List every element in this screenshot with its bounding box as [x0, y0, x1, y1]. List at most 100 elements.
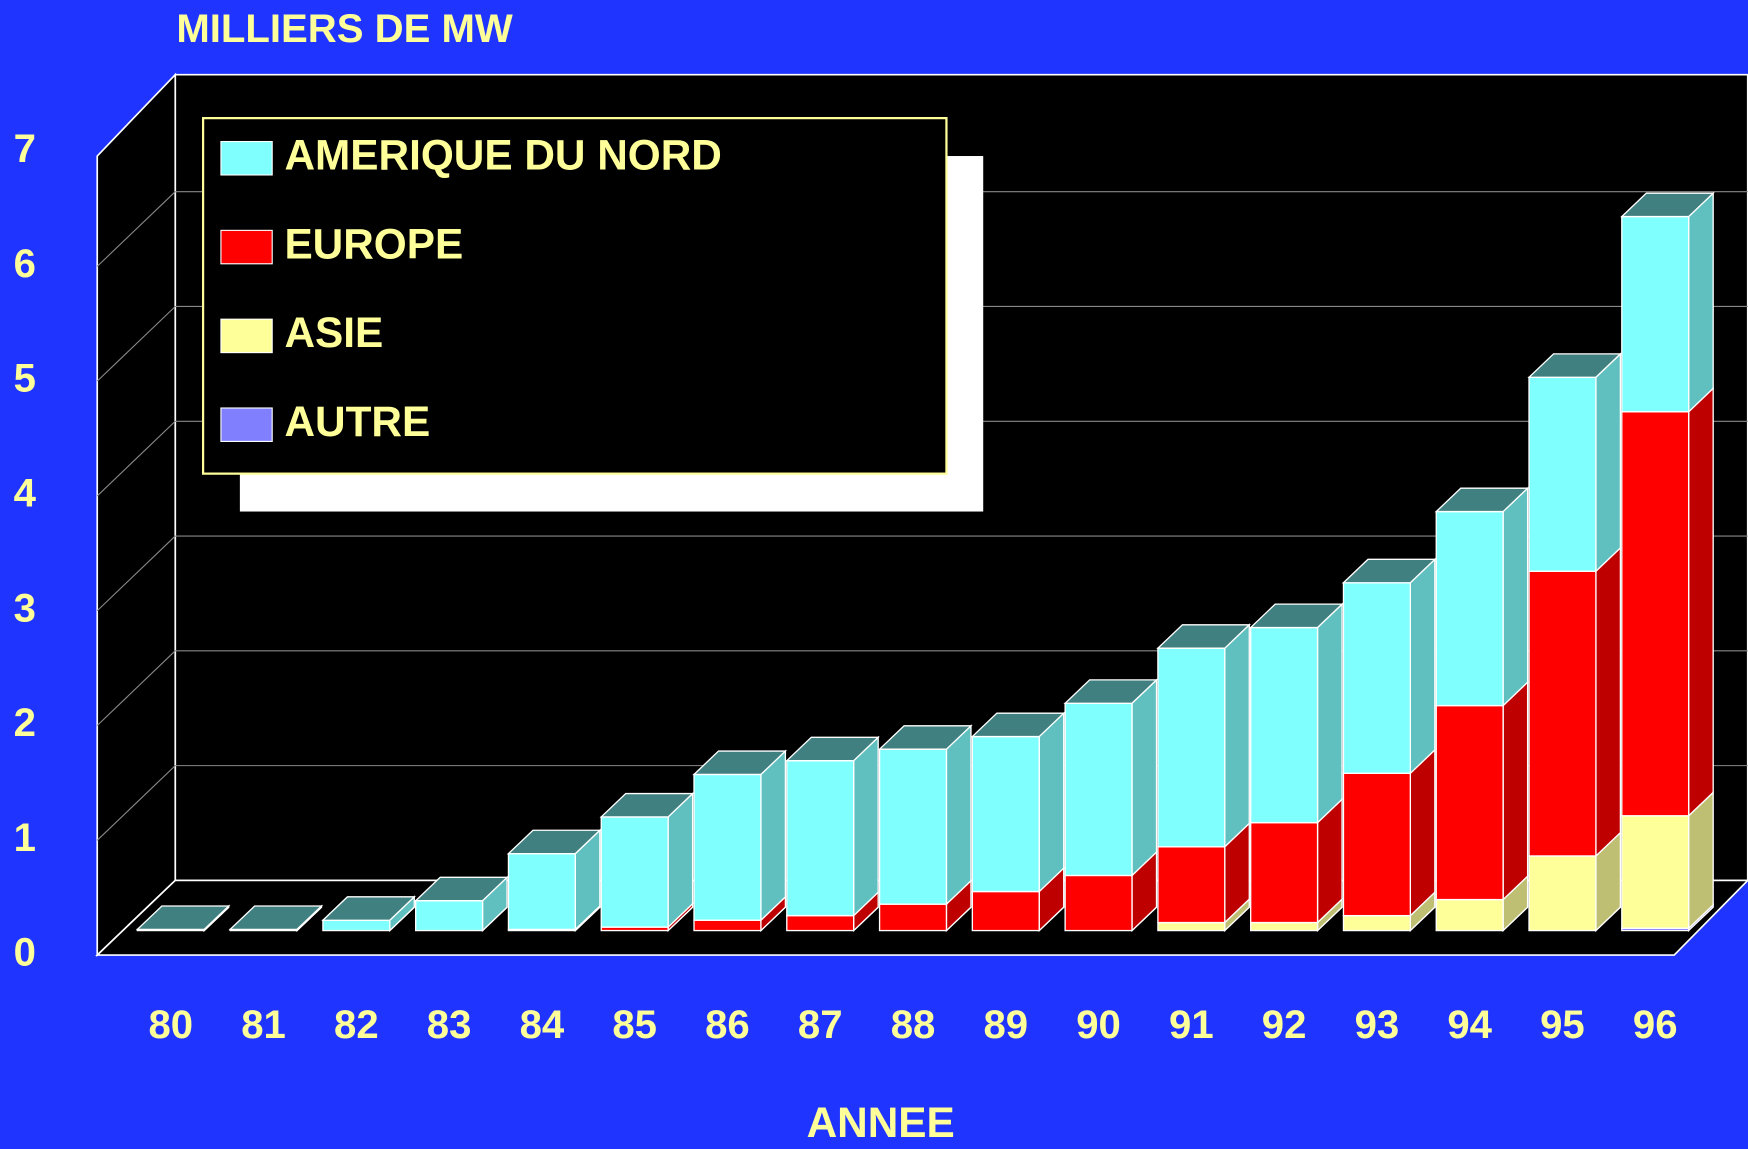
legend-label: ASIE	[284, 309, 383, 356]
bar	[1435, 704, 1504, 901]
bar	[878, 748, 948, 905]
bar-side	[1502, 486, 1529, 708]
bar-side	[1687, 386, 1714, 818]
bar-side	[760, 749, 787, 922]
bar-side	[1038, 711, 1065, 894]
bar	[1250, 921, 1319, 932]
bar	[1342, 772, 1411, 917]
bar-side	[1595, 352, 1622, 573]
bar	[415, 900, 484, 932]
x-tick-label: 89	[983, 1002, 1028, 1047]
bar-side	[1131, 678, 1158, 878]
grid-line	[96, 535, 176, 612]
x-tick-label: 92	[1262, 1002, 1307, 1047]
grid-line	[96, 420, 176, 497]
x-tick-label: 93	[1355, 1002, 1400, 1047]
legend-swatch	[220, 318, 273, 354]
bar	[1157, 846, 1226, 924]
bar-top	[692, 750, 788, 776]
legend-label: EUROPE	[284, 220, 463, 267]
bar	[1435, 510, 1504, 707]
bar-top	[228, 905, 324, 931]
y-tick-label: 2	[14, 700, 36, 745]
x-tick-label: 81	[241, 1002, 286, 1047]
x-axis-label: ANNEE	[807, 1099, 955, 1146]
bar	[1157, 921, 1226, 932]
legend-swatch	[220, 407, 273, 442]
y-tick-label: 3	[14, 585, 36, 630]
bar	[507, 852, 576, 931]
bar-side	[945, 724, 972, 906]
side-wall	[96, 72, 177, 958]
bar-side	[852, 735, 879, 918]
x-tick-label: 90	[1076, 1002, 1121, 1047]
bar-top	[1249, 603, 1344, 629]
bar-top	[1527, 353, 1623, 378]
bar-side	[1409, 748, 1436, 918]
x-tick-label: 96	[1633, 1002, 1678, 1047]
legend-label: AMERIQUE DU NORD	[284, 131, 721, 178]
bar	[693, 919, 762, 932]
bar-side	[1224, 623, 1250, 849]
grid-line	[96, 650, 176, 726]
y-tick-label: 7	[14, 126, 36, 171]
bar-side	[1502, 680, 1529, 902]
x-tick-label: 83	[427, 1002, 472, 1047]
bar-top	[506, 829, 602, 855]
bar	[1250, 626, 1319, 824]
bar	[1621, 411, 1690, 817]
bar-top	[1156, 624, 1251, 649]
x-tick-label: 85	[612, 1002, 657, 1047]
bar	[1342, 914, 1411, 932]
bar-top	[135, 905, 231, 931]
bar-top	[785, 736, 880, 762]
bar-side	[1316, 602, 1343, 825]
bar	[322, 919, 391, 932]
x-tick-label: 87	[798, 1002, 843, 1047]
x-tick-label: 88	[891, 1002, 936, 1047]
y-tick-label: 0	[14, 930, 36, 975]
bar	[971, 735, 1040, 893]
bar-top	[414, 876, 509, 902]
bar	[1064, 874, 1133, 932]
chart-title: MILLIERS DE MW	[176, 6, 513, 51]
x-tick-label: 84	[520, 1002, 565, 1047]
bar	[1157, 647, 1226, 848]
bar	[1621, 215, 1690, 413]
y-tick-label: 1	[14, 815, 36, 860]
bar-side	[1595, 546, 1622, 858]
bar-top	[1434, 487, 1530, 513]
bar-top	[970, 712, 1066, 738]
legend-swatch	[220, 229, 273, 265]
bar	[600, 816, 669, 928]
bar	[1250, 821, 1319, 924]
bar	[1064, 702, 1133, 877]
bar-top	[1063, 679, 1159, 704]
bar	[1342, 582, 1411, 774]
y-tick-label: 6	[14, 241, 36, 286]
bar	[878, 903, 948, 932]
x-tick-label: 94	[1447, 1002, 1492, 1047]
bar	[1621, 815, 1690, 929]
legend	[201, 117, 948, 475]
x-tick-label: 82	[334, 1002, 379, 1047]
grid-line	[96, 306, 176, 382]
x-tick-label: 86	[705, 1002, 750, 1047]
bar-side	[1687, 191, 1714, 414]
legend-swatch	[220, 140, 273, 176]
bar-side	[1409, 557, 1436, 775]
bar	[1528, 855, 1597, 932]
bar-top	[321, 896, 416, 921]
x-tick-label: 91	[1169, 1002, 1214, 1047]
bar	[971, 890, 1040, 932]
grid-line	[96, 765, 176, 841]
legend-label: AUTRE	[284, 398, 430, 445]
bar-top	[599, 792, 695, 818]
bar-top	[1620, 192, 1715, 218]
bar	[1528, 376, 1597, 572]
x-tick-label: 95	[1540, 1002, 1585, 1047]
bar	[786, 914, 855, 932]
bar	[693, 773, 762, 921]
bar-top	[1341, 558, 1437, 584]
